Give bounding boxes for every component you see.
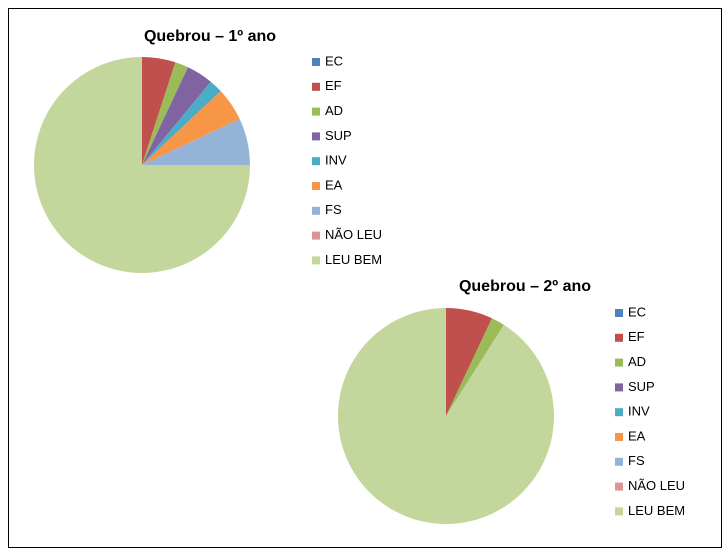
legend-label: EC xyxy=(628,304,646,319)
legend-label: EA xyxy=(628,428,646,443)
legend-label: EA xyxy=(325,177,343,192)
legend-swatch xyxy=(615,433,623,441)
legend-swatch xyxy=(615,457,623,466)
pie-slice xyxy=(142,57,176,165)
legend-swatch xyxy=(615,482,623,491)
pie-slice xyxy=(338,308,554,524)
pie-slice xyxy=(142,67,211,165)
chart-title: Quebrou – 2º ano xyxy=(459,278,591,295)
legend-label: NÃO LEU xyxy=(628,478,685,493)
legend-label: AD xyxy=(325,103,343,118)
legend-swatch xyxy=(312,182,320,190)
legend-swatch xyxy=(312,82,320,91)
legend-swatch xyxy=(312,157,320,166)
pie-slice xyxy=(446,308,492,416)
legend-swatch xyxy=(615,383,623,392)
legend-label: NÃO LEU xyxy=(325,227,382,242)
pie-slice xyxy=(446,318,504,416)
pie-slice xyxy=(142,81,221,165)
legend-label: INV xyxy=(325,153,347,168)
legend-label: LEU BEM xyxy=(628,503,685,518)
legend-label: EC xyxy=(325,53,343,68)
legend-label: FS xyxy=(325,202,342,217)
legend-label: LEU BEM xyxy=(325,252,382,267)
legend-label: INV xyxy=(628,404,650,419)
legend-label: SUP xyxy=(325,128,352,143)
legend-swatch xyxy=(312,107,320,116)
legend-swatch xyxy=(615,333,623,342)
legend-swatch xyxy=(312,231,320,240)
chart-title: Quebrou – 1º ano xyxy=(144,28,276,45)
legend-swatch xyxy=(615,408,623,417)
pie-slice xyxy=(142,119,250,165)
legend-label: EF xyxy=(325,78,342,93)
pie-slice xyxy=(142,91,240,165)
legend-swatch xyxy=(312,132,320,141)
legend-swatch xyxy=(615,507,623,516)
legend-label: EF xyxy=(628,329,645,344)
legend-label: AD xyxy=(628,354,646,369)
legend-swatch xyxy=(615,309,623,317)
legend-label: SUP xyxy=(628,379,655,394)
legend-swatch xyxy=(312,256,320,265)
pie-slice xyxy=(142,62,188,165)
legend-swatch xyxy=(615,358,623,367)
legend-label: FS xyxy=(628,453,645,468)
legend-swatch xyxy=(312,58,320,66)
pie-slice xyxy=(34,57,250,273)
legend-swatch xyxy=(312,206,320,215)
